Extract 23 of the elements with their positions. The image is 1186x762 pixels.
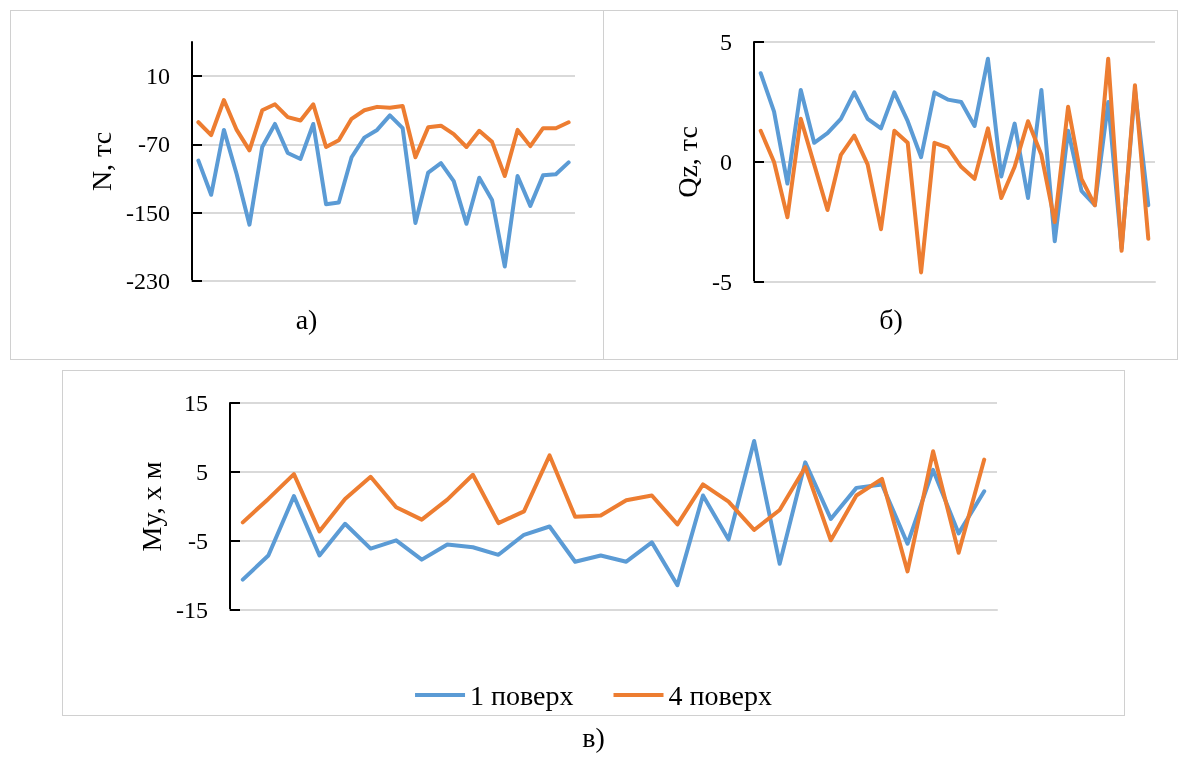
text: в) <box>582 721 605 753</box>
y-tick-label: -5 <box>188 528 208 554</box>
y-tick-label: -15 <box>176 597 208 623</box>
y-axis-title: My, х м <box>135 461 167 552</box>
y-tick-label: 0 <box>720 149 732 175</box>
y-tick-label: -230 <box>126 268 170 294</box>
y-tick-label: -150 <box>126 199 170 226</box>
line-series <box>196 98 571 179</box>
legend-label: 4 поверх <box>668 679 772 711</box>
text: а) <box>295 303 318 335</box>
text: б) <box>879 303 903 335</box>
y-tick-label: 15 <box>184 390 208 416</box>
y-tick-label: 5 <box>720 29 732 55</box>
legend-label: 1 поверх <box>470 679 574 711</box>
line-series <box>240 449 987 574</box>
y-tick-label: 10 <box>146 63 170 90</box>
y-tick-label: -5 <box>712 269 732 295</box>
y-tick-label: 5 <box>196 459 208 485</box>
y-axis-title: Qz, тс <box>671 126 703 198</box>
y-tick-label: -70 <box>138 131 170 158</box>
y-axis-title: N, тс <box>85 131 117 192</box>
line-series <box>196 113 571 269</box>
line-series <box>240 438 987 588</box>
